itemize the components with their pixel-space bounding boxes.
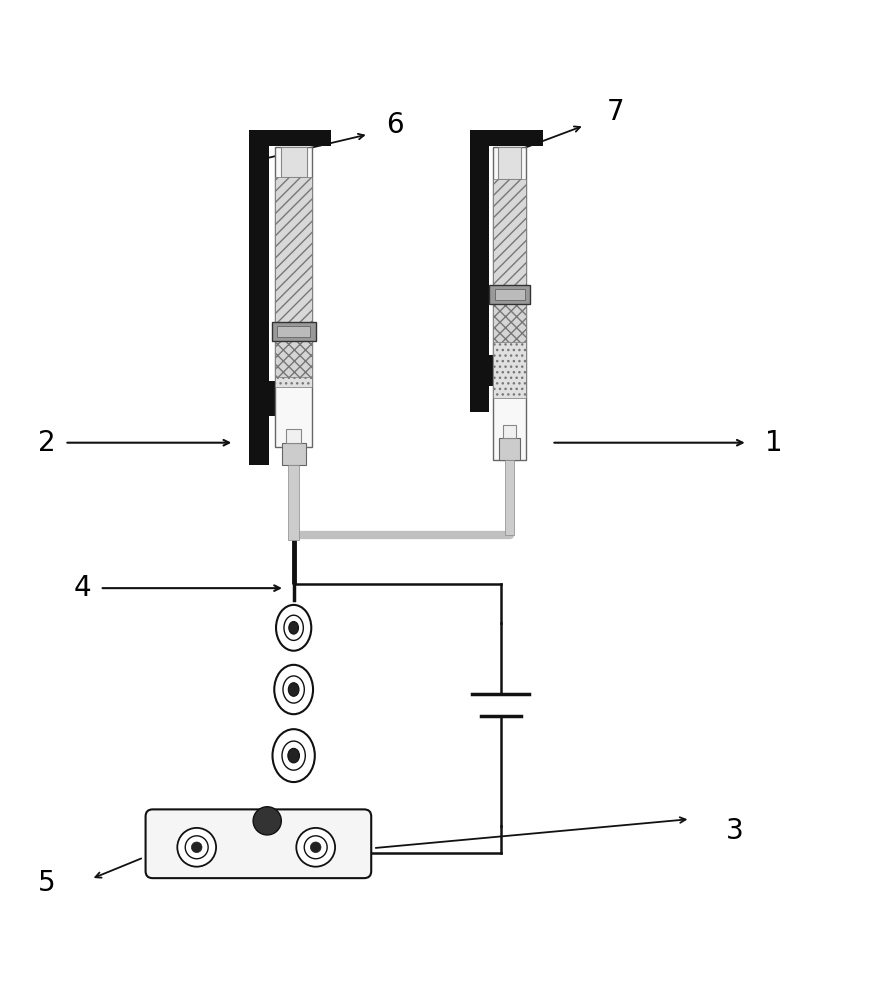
Ellipse shape bbox=[288, 683, 299, 696]
Ellipse shape bbox=[274, 665, 313, 714]
Ellipse shape bbox=[276, 605, 311, 651]
Circle shape bbox=[177, 828, 216, 867]
Bar bbox=[280, 147, 307, 177]
Circle shape bbox=[253, 807, 281, 835]
Text: 7: 7 bbox=[606, 98, 624, 126]
Bar bbox=[469, 130, 488, 412]
FancyBboxPatch shape bbox=[145, 809, 371, 878]
Bar bbox=[249, 381, 295, 416]
Circle shape bbox=[185, 836, 208, 859]
Bar bbox=[494, 289, 524, 300]
Bar bbox=[469, 130, 542, 146]
Bar bbox=[249, 130, 268, 465]
Circle shape bbox=[310, 842, 321, 853]
Bar bbox=[275, 177, 312, 327]
Bar bbox=[493, 147, 525, 460]
Bar bbox=[493, 335, 525, 398]
Bar bbox=[275, 341, 312, 377]
Ellipse shape bbox=[272, 729, 315, 782]
Text: 3: 3 bbox=[725, 817, 742, 845]
Text: 1: 1 bbox=[765, 429, 782, 457]
Bar bbox=[498, 438, 520, 460]
Bar bbox=[275, 327, 312, 387]
Ellipse shape bbox=[284, 615, 303, 640]
Ellipse shape bbox=[283, 676, 304, 703]
Text: 4: 4 bbox=[74, 574, 91, 602]
Ellipse shape bbox=[282, 741, 305, 770]
Bar bbox=[505, 460, 513, 535]
Bar bbox=[288, 465, 299, 540]
Ellipse shape bbox=[288, 748, 299, 763]
Circle shape bbox=[191, 842, 202, 853]
Text: 2: 2 bbox=[38, 429, 56, 457]
Bar bbox=[275, 147, 312, 447]
Bar bbox=[271, 322, 315, 341]
Bar bbox=[502, 425, 516, 438]
Bar bbox=[249, 130, 330, 146]
Bar bbox=[489, 285, 529, 304]
Bar bbox=[493, 179, 525, 335]
Bar bbox=[286, 429, 300, 443]
Bar bbox=[469, 355, 510, 386]
Bar bbox=[282, 443, 306, 465]
Text: 6: 6 bbox=[385, 111, 403, 139]
Ellipse shape bbox=[289, 622, 299, 634]
Circle shape bbox=[296, 828, 335, 867]
Bar bbox=[276, 326, 310, 337]
Bar bbox=[497, 147, 521, 179]
Bar bbox=[493, 304, 525, 342]
Text: 5: 5 bbox=[38, 869, 56, 897]
Circle shape bbox=[304, 836, 327, 859]
